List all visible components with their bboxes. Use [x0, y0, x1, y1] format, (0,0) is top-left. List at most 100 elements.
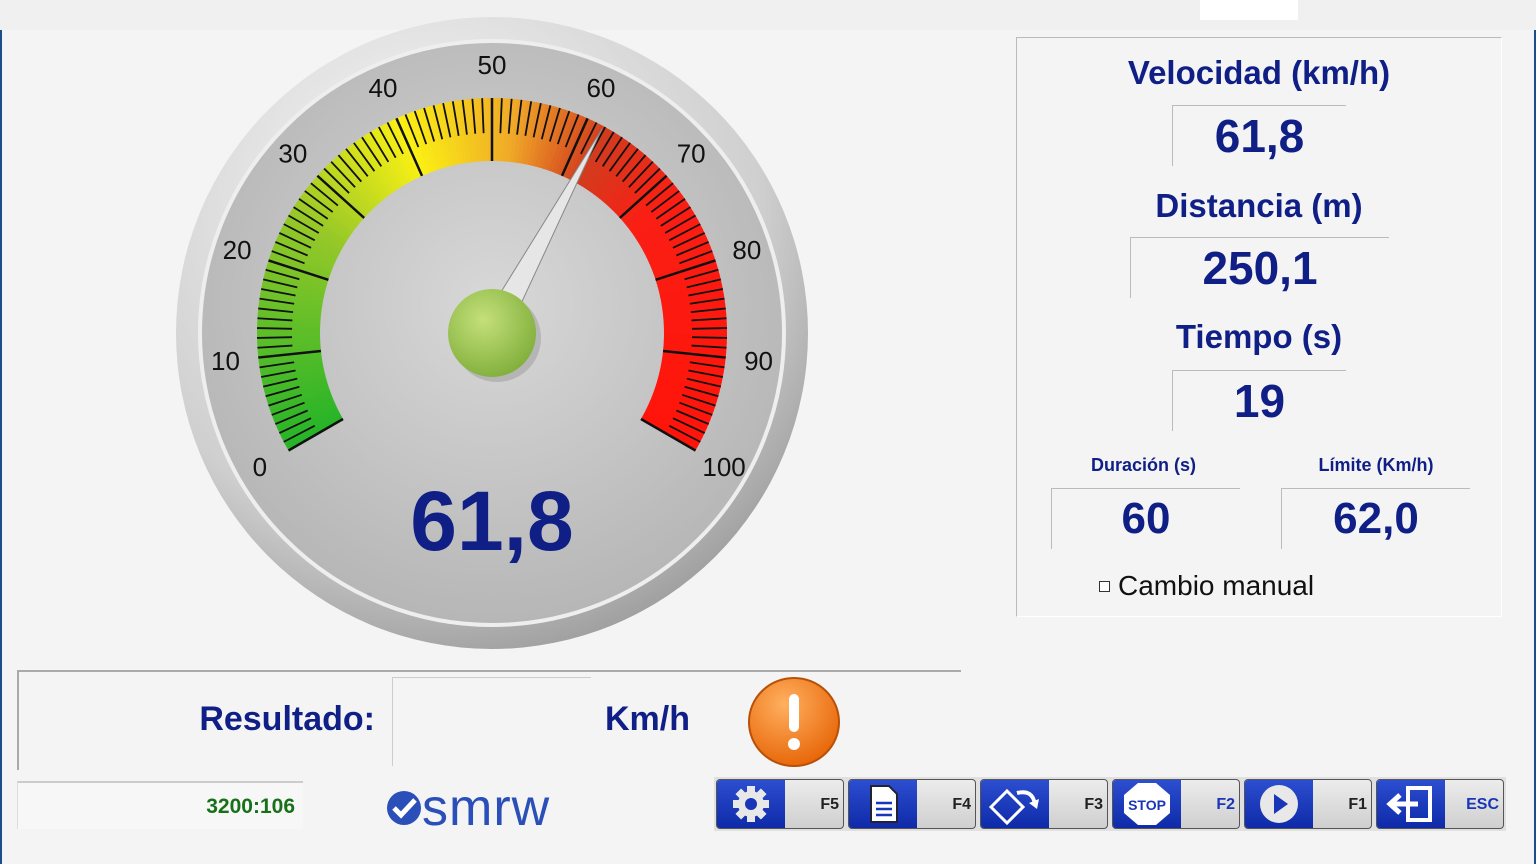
gauge-color-band-segment [661, 358, 725, 374]
exit-button[interactable]: ESC [1376, 779, 1504, 829]
distancia-label: Distancia (m) [1155, 187, 1363, 224]
gauge-minor-tick [499, 98, 503, 134]
rotate-button[interactable]: F3 [980, 779, 1108, 829]
gauge-minor-tick [461, 99, 468, 135]
gauge-color-band-segment [301, 190, 356, 232]
gauge-minor-tick [258, 307, 294, 313]
play-button[interactable]: F1 [1244, 779, 1372, 829]
gauge-color-band-segment [472, 98, 482, 162]
gauge-tick-label: 50 [478, 50, 507, 80]
gauge-minor-tick [257, 344, 293, 349]
gauge-color-band-segment [257, 312, 321, 323]
gauge-color-band-segment [405, 112, 433, 174]
gauge-minor-tick [275, 409, 308, 425]
gauge-color-band-segment [658, 372, 721, 393]
gear-tooth [747, 786, 755, 794]
gauge-color-band-segment [660, 365, 723, 383]
gauge-color-band-segment [271, 245, 333, 274]
gauge-minor-tick [260, 288, 296, 297]
gauge-minor-tick [330, 161, 356, 188]
gauge-color-band-segment [663, 313, 727, 323]
gauge-minor-tick [471, 98, 477, 134]
gauge-color-band-segment [639, 211, 697, 248]
gauge-color-band-segment [271, 392, 333, 420]
gauge-color-band-segment [275, 236, 336, 267]
gauge-color-band-segment [656, 379, 719, 402]
gauge-color-band-segment [534, 105, 557, 168]
gauge-color-band-segment [357, 136, 398, 192]
gauge-major-tick [655, 259, 716, 282]
gauge-minor-tick [622, 154, 647, 183]
gauge-color-band-segment [304, 186, 358, 230]
gauge-minor-tick [263, 377, 298, 388]
gauge-minor-tick [337, 154, 362, 183]
gauge-color-band-segment [651, 246, 713, 274]
gauge-minor-tick [660, 206, 691, 227]
gauge-tick-label: 20 [223, 235, 252, 265]
gauge-minor-tick [601, 136, 623, 167]
gauge-color-band-segment [383, 122, 417, 181]
gauge-minor-tick [265, 268, 300, 281]
gauge-color-band-segment [261, 283, 324, 301]
gauge-minor-tick [524, 101, 533, 136]
gauge-minor-tick [650, 190, 680, 213]
gauge-color-band-segment [433, 103, 454, 167]
gauge-minor-tick [676, 241, 709, 257]
gauge-minor-tick [655, 198, 686, 220]
gauge-minor-tick [689, 361, 725, 369]
gauge-color-band-segment [662, 298, 726, 313]
gauge-color-band-segment [482, 98, 490, 162]
gauge-tick-label: 80 [732, 235, 761, 265]
gauge-tick-label: 90 [744, 346, 773, 376]
gauge-color-band-segment [268, 385, 330, 411]
gauge-color-band-segment [555, 114, 584, 175]
gauge-color-band-segment [457, 99, 472, 163]
gauge-minor-tick [413, 110, 428, 145]
gauge-minor-tick [278, 232, 312, 249]
stop-button[interactable]: STOP F2 [1112, 779, 1240, 829]
gauge-major-tick [662, 349, 726, 359]
gauge-color-band-segment [353, 139, 395, 194]
gauge-color-band-segment [264, 375, 327, 397]
gauge-tick-label: 0 [253, 452, 267, 482]
gauge-color-band-segment [334, 154, 381, 206]
manual-change-checkbox[interactable]: Cambio manual [1099, 570, 1314, 602]
gauge-color-band-segment [419, 107, 443, 170]
gauge-color-band-segment [260, 360, 324, 378]
gauge-color-band-segment [269, 388, 331, 415]
gauge-color-band-segment [361, 134, 401, 190]
gauge-color-band-segment [662, 350, 726, 364]
gauge-color-band-segment [258, 353, 322, 368]
gauge-color-band-segment [317, 171, 368, 218]
gauge-color-band-segment [619, 175, 671, 222]
gauge-color-band-segment [452, 100, 468, 164]
document-icon [870, 785, 898, 823]
gauge-hub [448, 289, 536, 377]
gauge-minor-tick [265, 385, 300, 398]
gauge-minor-tick [288, 214, 320, 234]
gauge-major-tick [258, 349, 322, 359]
gauge-minor-tick [304, 190, 334, 213]
gauge-major-tick [316, 174, 366, 219]
gauge-color-band-segment [424, 106, 447, 169]
gauge-tick-label: 10 [211, 346, 240, 376]
gauge-tick-label: 30 [278, 139, 307, 169]
gauge-color-band-segment [614, 168, 664, 216]
gauge-minor-tick [275, 241, 308, 257]
checkbox-box[interactable] [1099, 580, 1110, 592]
settings-button[interactable]: F5 [716, 779, 844, 829]
title-bar-tab [1200, 0, 1298, 20]
gauge-color-band-segment [642, 412, 701, 448]
gauge-color-band-segment [637, 207, 694, 245]
window-frame [0, 30, 2, 864]
gauge-color-band-segment [349, 142, 392, 196]
gauge-tick-label: 60 [587, 73, 616, 103]
distancia-value: 250,1 [1130, 237, 1389, 298]
gauge-minor-tick [259, 361, 295, 369]
gauge-minor-tick [628, 161, 654, 188]
gauge-color-band-segment [276, 402, 337, 434]
gauge-color-band-segment [520, 101, 538, 165]
gauge-color-band-segment [462, 99, 475, 163]
gauge-color-band-segment [410, 110, 437, 172]
report-button[interactable]: F4 [848, 779, 976, 829]
